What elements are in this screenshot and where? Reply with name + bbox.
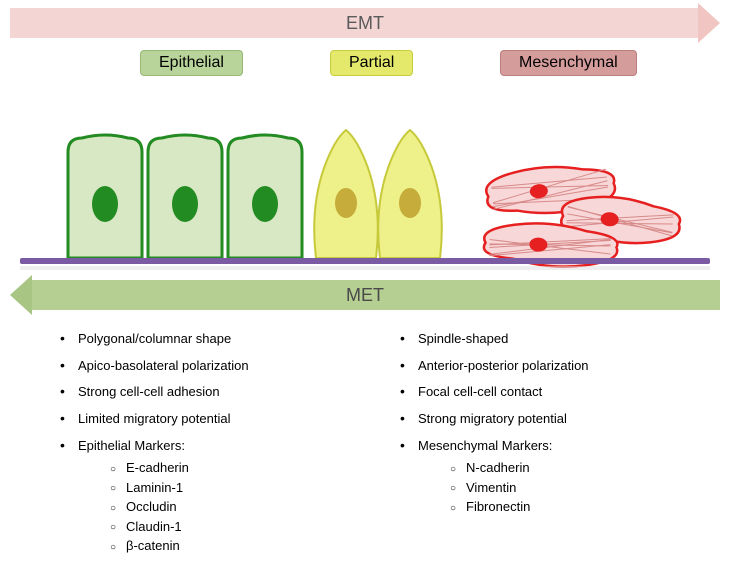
epithelial-marker: Laminin-1 bbox=[60, 478, 360, 498]
epithelial-label: Epithelial bbox=[140, 50, 243, 76]
basement-shadow bbox=[20, 266, 710, 270]
epithelial-nucleus bbox=[252, 186, 278, 222]
mesenchymal-property: Anterior-posterior polarization bbox=[400, 352, 700, 379]
epithelial-property: Strong cell-cell adhesion bbox=[60, 378, 360, 405]
mesenchymal-property: Focal cell-cell contact bbox=[400, 378, 700, 405]
epithelial-property: Polygonal/columnar shape bbox=[60, 325, 360, 352]
mesenchymal-marker: N-cadherin bbox=[400, 458, 700, 478]
mesenchymal-marker: Fibronectin bbox=[400, 497, 700, 517]
mesenchymal-marker: Vimentin bbox=[400, 478, 700, 498]
met-label: MET bbox=[346, 285, 384, 306]
cells-svg bbox=[20, 100, 710, 270]
epithelial-property: Epithelial Markers: bbox=[60, 432, 360, 459]
partial-label: Partial bbox=[330, 50, 413, 76]
epithelial-properties: Polygonal/columnar shapeApico-basolatera… bbox=[60, 325, 360, 556]
epithelial-marker: Claudin-1 bbox=[60, 517, 360, 537]
epithelial-marker: E-cadherin bbox=[60, 458, 360, 478]
epithelial-property: Limited migratory potential bbox=[60, 405, 360, 432]
emt-arrow-head bbox=[698, 3, 720, 43]
epithelial-nucleus bbox=[92, 186, 118, 222]
mesenchymal-properties: Spindle-shapedAnterior-posterior polariz… bbox=[400, 325, 700, 517]
cells-area bbox=[20, 100, 710, 270]
met-arrow-head bbox=[10, 275, 32, 315]
partial-nucleus bbox=[335, 188, 357, 218]
met-arrow: MET bbox=[10, 280, 720, 310]
epithelial-nucleus bbox=[172, 186, 198, 222]
partial-nucleus bbox=[399, 188, 421, 218]
epithelial-marker: Occludin bbox=[60, 497, 360, 517]
epithelial-property: Apico-basolateral polarization bbox=[60, 352, 360, 379]
mesenchymal-property: Strong migratory potential bbox=[400, 405, 700, 432]
mesenchymal-label: Mesenchymal bbox=[500, 50, 637, 76]
diagram-container: EMT Epithelial Partial Mesenchymal MET P… bbox=[0, 0, 730, 568]
basement-membrane bbox=[20, 258, 710, 264]
state-labels: Epithelial Partial Mesenchymal bbox=[0, 50, 730, 80]
mesenchymal-property: Mesenchymal Markers: bbox=[400, 432, 700, 459]
emt-label: EMT bbox=[346, 13, 384, 34]
emt-arrow: EMT bbox=[10, 8, 720, 38]
epithelial-marker: β-catenin bbox=[60, 536, 360, 556]
mesenchymal-property: Spindle-shaped bbox=[400, 325, 700, 352]
